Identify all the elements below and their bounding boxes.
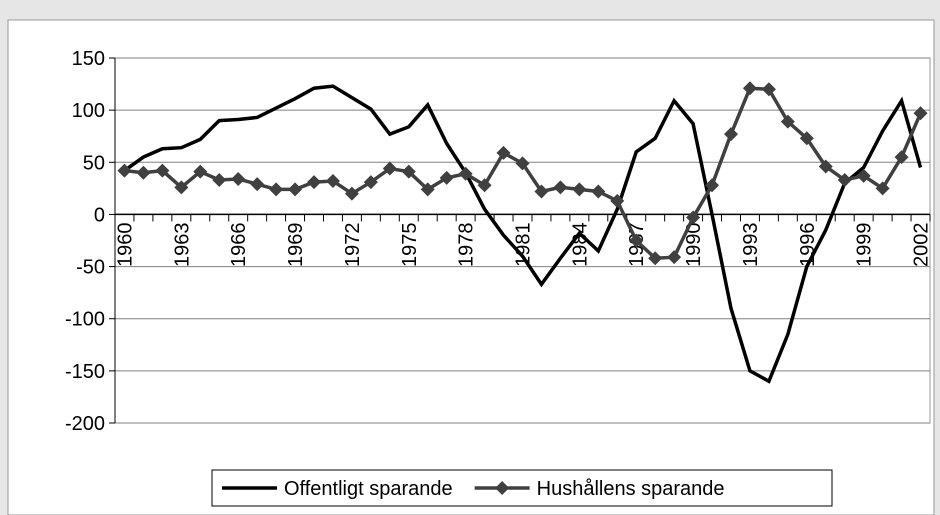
marker <box>231 171 246 186</box>
series-line <box>123 84 923 384</box>
x-tick-label: 1981 <box>513 222 535 267</box>
marker <box>250 177 265 192</box>
y-tick-label: -150 <box>65 361 105 383</box>
x-tick-label: 1978 <box>456 222 478 267</box>
marker <box>515 156 530 171</box>
marker <box>837 173 852 188</box>
marker <box>667 250 682 265</box>
marker <box>534 184 549 199</box>
x-tick-label: 1999 <box>854 222 876 267</box>
marker <box>307 175 322 190</box>
y-tick-label: -50 <box>76 257 105 279</box>
marker <box>363 175 378 190</box>
marker <box>174 180 189 195</box>
marker <box>212 173 227 188</box>
y-tick-label: -200 <box>65 413 105 435</box>
marker <box>496 145 511 160</box>
marker <box>856 168 871 183</box>
marker <box>875 181 890 196</box>
legend-items: Offentligt sparande Hushållens sparande <box>222 478 725 500</box>
marker <box>705 178 720 193</box>
x-tick-label: 1963 <box>171 222 193 267</box>
marker <box>136 165 151 180</box>
marker <box>439 170 454 185</box>
marker <box>572 182 587 197</box>
marker <box>269 182 284 197</box>
y-tick-label: 50 <box>83 152 105 174</box>
y-tick-label: 0 <box>94 204 105 226</box>
marker <box>648 251 663 266</box>
legend-label: Hushållens sparande <box>537 478 725 500</box>
marker <box>401 164 416 179</box>
x-tick-label: 1975 <box>399 222 421 267</box>
x-tick-label: 1990 <box>683 222 705 267</box>
marker <box>591 184 606 199</box>
marker <box>610 193 625 208</box>
marker <box>894 150 909 165</box>
marker <box>761 82 776 97</box>
x-tick-label: 1984 <box>569 222 591 267</box>
marker <box>420 182 435 197</box>
legend-marker <box>495 481 510 495</box>
x-tick-label: 1969 <box>285 222 307 267</box>
legend-label: Offentligt sparande <box>284 478 453 500</box>
marker <box>913 106 928 121</box>
x-tick-label: 1960 <box>114 222 136 267</box>
marker <box>818 159 833 174</box>
marker <box>325 174 340 189</box>
marker <box>288 182 303 197</box>
marker <box>780 114 795 129</box>
marker <box>155 163 170 178</box>
y-tick-label: -100 <box>65 309 105 331</box>
marker <box>458 166 473 181</box>
x-tick-label: 2002 <box>911 222 933 267</box>
marker <box>553 180 568 195</box>
marker <box>742 81 757 96</box>
marker <box>344 186 359 201</box>
x-tick-label: 1966 <box>228 222 250 267</box>
marker <box>723 127 738 142</box>
x-tick-label: 1996 <box>797 222 819 267</box>
marker <box>193 164 208 179</box>
marker <box>117 163 132 178</box>
marker <box>477 178 492 193</box>
y-tick-label: 150 <box>72 48 105 70</box>
marker <box>382 161 397 176</box>
marker <box>629 233 644 248</box>
x-tick-label: 1972 <box>342 222 364 267</box>
y-tick-label: 100 <box>72 100 105 122</box>
marker <box>799 131 814 146</box>
x-tick-label: 1993 <box>740 222 762 267</box>
marker <box>686 210 701 225</box>
